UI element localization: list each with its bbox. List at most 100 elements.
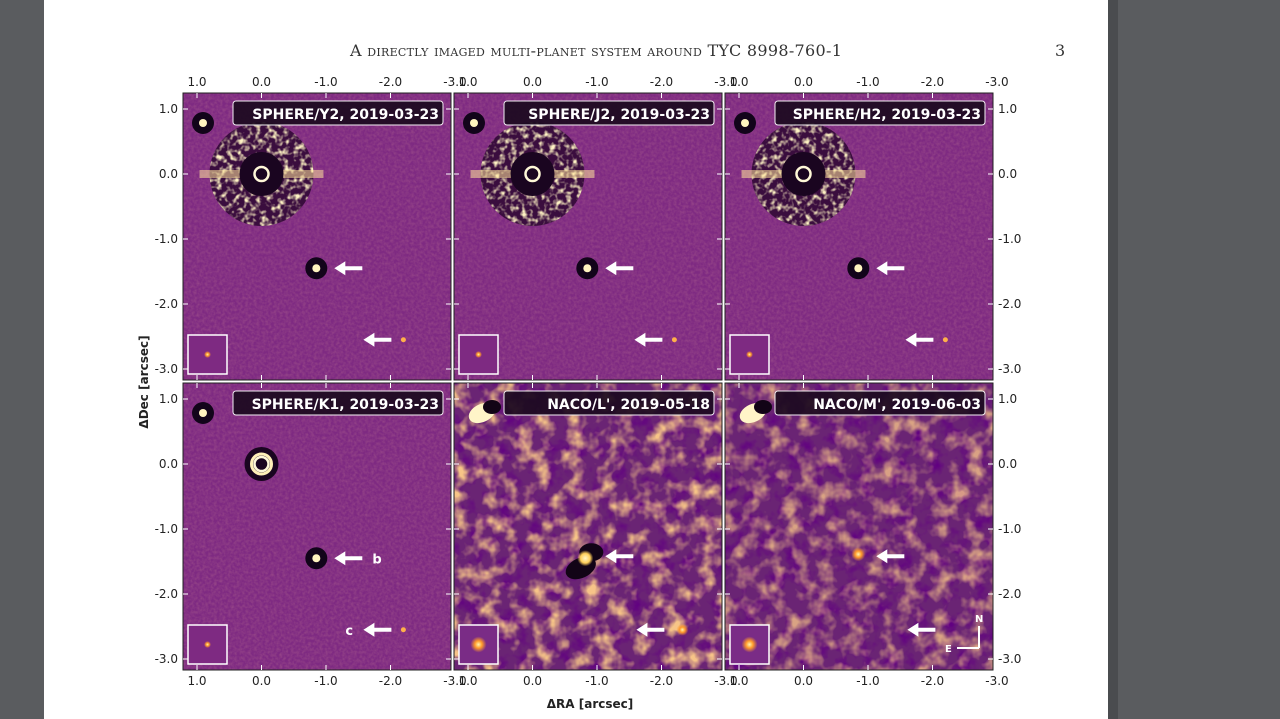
panel-image: SPHERE/H2, 2019-03-23: [725, 93, 993, 380]
y-tick-right: 0.0: [998, 167, 1017, 181]
x-tick-top: 1.0: [458, 75, 477, 89]
x-axis-label: ΔRA [arcsec]: [547, 697, 633, 711]
x-tick-bottom: -3.0: [443, 674, 466, 688]
panel-label-box: [774, 100, 986, 126]
star-core: [524, 165, 541, 183]
y-tick-left: -2.0: [155, 297, 178, 311]
x-tick-top: -3.0: [985, 75, 1008, 89]
y-tick-left: 0.0: [159, 167, 178, 181]
y-tick-left: 0.0: [159, 457, 178, 471]
y-axis-label: ΔDec [arcsec]: [137, 335, 151, 428]
panel-image: NACO/L', 2019-05-18: [454, 383, 722, 670]
arrow-b-head: [605, 549, 617, 564]
x-tick-top: -2.0: [650, 75, 673, 89]
planet-c: [400, 627, 406, 633]
psf-spot: [746, 351, 753, 358]
x-tick-top: 1.0: [187, 75, 206, 89]
star-core: [253, 455, 270, 473]
panel-label-box: [774, 390, 986, 416]
star-core: [253, 165, 270, 183]
arrow-c-head: [634, 332, 646, 347]
panel-6: NACO/M', 2019-06-03 N E: [724, 382, 998, 671]
planet-c: [942, 337, 948, 343]
x-tick-top: -3.0: [714, 75, 737, 89]
planet-b: [583, 264, 592, 273]
arrow-b-head: [876, 261, 888, 276]
panel-frame: [182, 92, 452, 381]
x-tick-bottom: 1.0: [187, 674, 206, 688]
panel-label: NACO/M', 2019-06-03: [813, 397, 981, 413]
planet-c: [400, 337, 406, 343]
panel-label: SPHERE/K1, 2019-03-23: [252, 397, 439, 413]
arrow-c-head: [363, 332, 375, 347]
arrow-b-head: [334, 551, 346, 566]
x-tick-bottom: -2.0: [650, 674, 673, 688]
planet-c: [671, 337, 677, 343]
x-tick-top: -1.0: [585, 75, 608, 89]
panel-label-box: [232, 390, 444, 416]
y-tick-right: -3.0: [998, 362, 1021, 376]
y-tick-right: -1.0: [998, 232, 1021, 246]
psf-spot: [741, 636, 758, 653]
arrow-c-head: [363, 622, 375, 637]
panel-image: SPHERE/Y2, 2019-03-23: [183, 93, 451, 380]
page-number: 3: [1055, 41, 1066, 60]
star-residual-dark: [483, 400, 501, 414]
x-tick-bottom: 0.0: [523, 674, 542, 688]
speckle-ring: [741, 122, 866, 226]
fine-speckle: [183, 383, 451, 670]
planet-b: [312, 554, 321, 563]
panel-label: SPHERE/J2, 2019-03-23: [528, 107, 710, 123]
x-tick-top: 0.0: [794, 75, 813, 89]
calib-core: [199, 119, 207, 127]
calib-core: [741, 119, 749, 127]
y-tick-left: 1.0: [159, 102, 178, 116]
arrow-c-head: [907, 622, 919, 637]
x-tick-top: -2.0: [379, 75, 402, 89]
panel-1: SPHERE/Y2, 2019-03-23: [182, 92, 456, 381]
arrow-b-head: [876, 549, 888, 564]
y-tick-left: -3.0: [155, 652, 178, 666]
x-tick-bottom: -1.0: [856, 674, 879, 688]
y-tick-right: 0.0: [998, 457, 1017, 471]
bright-speckle: [725, 383, 993, 670]
x-tick-top: -1.0: [856, 75, 879, 89]
compass-north: N: [975, 614, 983, 625]
y-tick-left: -3.0: [155, 362, 178, 376]
coronagraph-mask: [781, 152, 826, 196]
y-tick-left: -1.0: [155, 522, 178, 536]
panel-frame: [453, 382, 723, 671]
panel-5: NACO/L', 2019-05-18: [453, 382, 727, 671]
arrow-c-head: [636, 622, 648, 637]
x-tick-bottom: -1.0: [585, 674, 608, 688]
panel-image: SPHERE/J2, 2019-03-23: [454, 93, 722, 380]
planet-b: [577, 550, 594, 567]
x-tick-bottom: 1.0: [458, 674, 477, 688]
star-residual-dark: [754, 400, 772, 414]
x-tick-bottom: 1.0: [729, 674, 748, 688]
y-tick-right: 1.0: [998, 102, 1017, 116]
y-tick-right: -3.0: [998, 652, 1021, 666]
x-tick-top: -3.0: [443, 75, 466, 89]
planet-c: [676, 623, 689, 636]
planet-b: [854, 264, 863, 273]
coronagraph-mask: [239, 152, 284, 196]
planet-b: [312, 264, 321, 273]
x-tick-bottom: -2.0: [921, 674, 944, 688]
x-tick-top: -2.0: [921, 75, 944, 89]
compass-east: E: [945, 644, 952, 655]
y-tick-right: -2.0: [998, 297, 1021, 311]
x-tick-bottom: -1.0: [314, 674, 337, 688]
x-tick-top: 0.0: [523, 75, 542, 89]
speckle-ring: [470, 122, 595, 226]
psf-spot: [475, 351, 482, 358]
panel-3: SPHERE/H2, 2019-03-23: [724, 92, 998, 381]
x-tick-bottom: -3.0: [985, 674, 1008, 688]
bright-speckle: [454, 383, 722, 670]
panel-label: NACO/L', 2019-05-18: [547, 397, 710, 413]
star-ring: [250, 452, 273, 476]
panel-image: SPHERE/K1, 2019-03-23 b c: [183, 383, 451, 670]
speckle-ring: [199, 122, 324, 226]
x-tick-bottom: -2.0: [379, 674, 402, 688]
